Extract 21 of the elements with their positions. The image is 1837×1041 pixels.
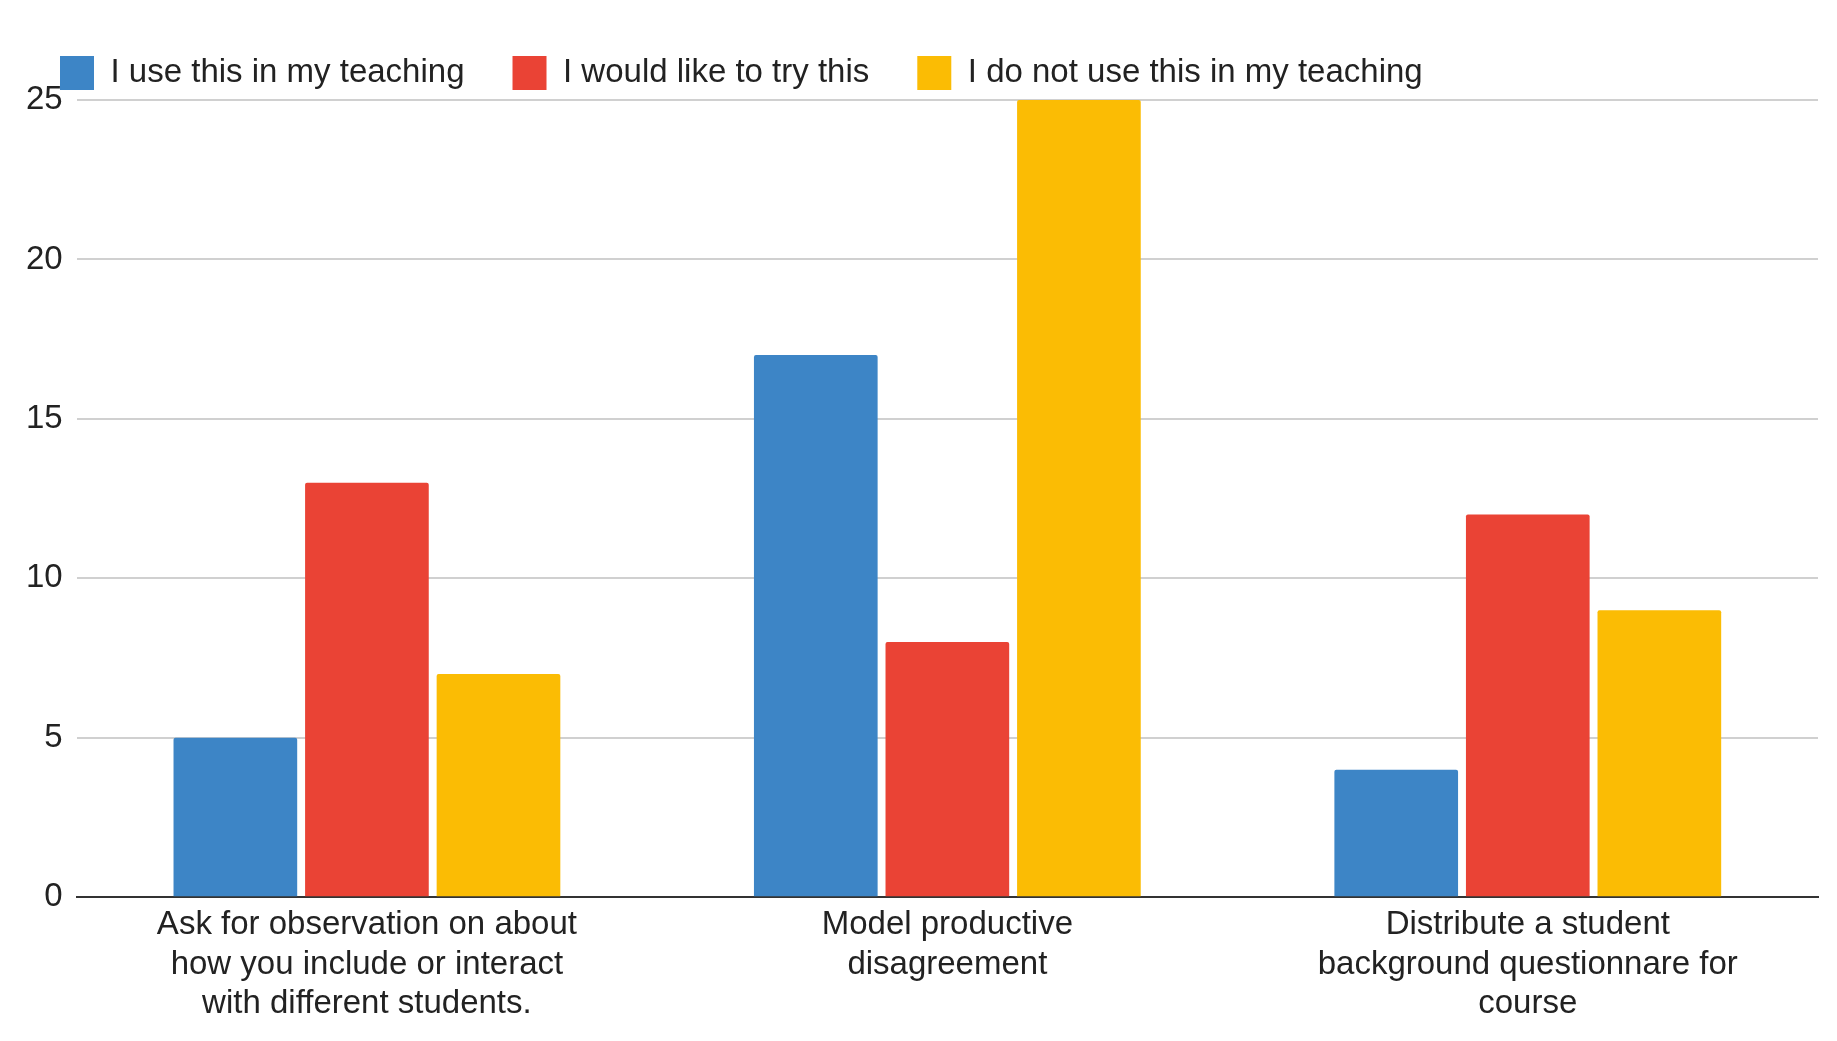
bar	[1017, 100, 1141, 897]
legend-label: I do not use this in my teaching	[967, 52, 1423, 90]
bar	[1597, 610, 1722, 897]
x-tick-label: Ask for observation on about how you include or interact with different students.	[156, 904, 577, 1021]
bar	[305, 482, 429, 897]
bar	[885, 642, 1010, 897]
legend-label: I use this in my teaching	[110, 52, 465, 90]
y-tick-label: 10	[25, 557, 63, 595]
legend-label: I would like to try this	[563, 52, 870, 90]
x-tick-label: Distribute a student background questionnare for course	[1317, 904, 1738, 1021]
y-tick-label: 25	[25, 79, 63, 117]
y-tick-label: 0	[44, 876, 63, 914]
y-tick-label: 20	[25, 238, 63, 276]
bar	[1334, 769, 1459, 897]
bar	[173, 737, 298, 897]
y-tick-label: 15	[25, 397, 63, 435]
bar	[436, 673, 561, 897]
bar	[1465, 514, 1590, 897]
y-tick-label: 5	[44, 716, 63, 754]
x-tick-label: Model productive disagreement	[821, 904, 1074, 981]
bar	[753, 355, 878, 897]
